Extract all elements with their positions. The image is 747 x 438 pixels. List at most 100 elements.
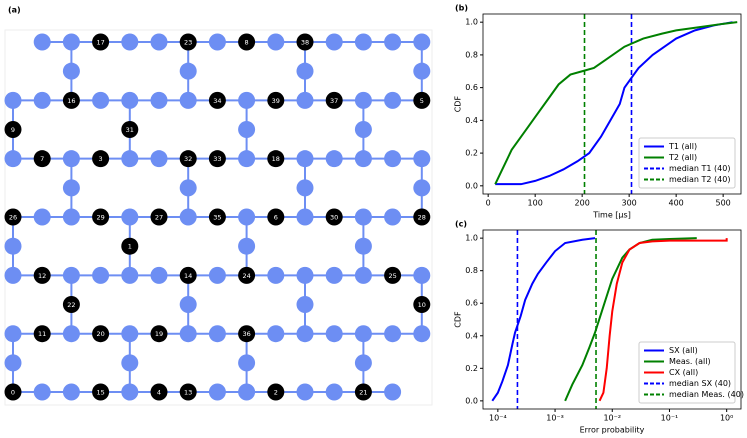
cdf-line	[494, 21, 738, 185]
labelled-qubit	[384, 266, 402, 284]
panel-label: (a)	[8, 6, 21, 15]
qubit	[354, 121, 372, 139]
qubit	[179, 296, 197, 314]
qubit	[296, 179, 314, 197]
qubit	[413, 179, 431, 197]
qubit	[179, 62, 197, 80]
x-tick-label: 300	[622, 199, 637, 208]
y-tick-label: 0.0	[465, 396, 478, 405]
qubit	[62, 266, 80, 284]
cdf-line	[564, 237, 697, 402]
qubit	[121, 33, 139, 51]
qubit	[413, 325, 431, 343]
y-tick-label: 1.0	[465, 234, 478, 243]
qubit-label: 6	[274, 214, 278, 222]
qubit	[325, 266, 343, 284]
labelled-qubit	[4, 383, 22, 401]
qubit	[150, 150, 168, 168]
qubit-label: 17	[96, 39, 104, 47]
qubit	[238, 208, 256, 226]
labelled-qubit	[179, 383, 197, 401]
qubit	[121, 91, 139, 109]
qubit	[179, 179, 197, 197]
labelled-qubit	[208, 208, 226, 226]
qubit	[325, 150, 343, 168]
qubit	[354, 237, 372, 255]
x-tick-label: 10⁰	[720, 414, 733, 423]
qubit	[62, 208, 80, 226]
labelled-qubit	[92, 383, 110, 401]
qubit	[296, 62, 314, 80]
legend-box	[638, 341, 736, 404]
qubit	[33, 91, 51, 109]
qubit	[296, 383, 314, 401]
labelled-qubit	[92, 325, 110, 343]
labelled-qubit	[92, 208, 110, 226]
qubit	[62, 179, 80, 197]
y-tick-label: 0.8	[465, 266, 478, 275]
labelled-qubit	[238, 266, 256, 284]
x-tick-label: 0	[486, 199, 491, 208]
qubit	[62, 33, 80, 51]
qubit	[354, 354, 372, 372]
qubit	[33, 33, 51, 51]
qubit-label: 11	[38, 330, 46, 338]
qubit	[384, 208, 402, 226]
qubit	[62, 325, 80, 343]
labelled-qubit	[354, 383, 372, 401]
axes-frame	[482, 229, 742, 410]
qubit-label: 3	[99, 155, 103, 163]
y-tick-label: 0.6	[465, 299, 478, 308]
labelled-qubit	[179, 266, 197, 284]
qubit-label: 38	[301, 39, 309, 47]
labelled-qubit	[4, 208, 22, 226]
labelled-qubit	[33, 150, 51, 168]
legend-label: SX (all)	[669, 346, 698, 355]
labelled-qubit	[413, 91, 431, 109]
y-axis-label: CDF	[454, 95, 463, 112]
qubit-label: 36	[242, 330, 250, 338]
labelled-qubit	[62, 296, 80, 314]
labelled-qubit	[267, 91, 285, 109]
legend-label: median T2 (40)	[669, 175, 730, 184]
x-tick-label: 10⁻³	[546, 414, 564, 423]
labelled-qubit	[413, 208, 431, 226]
x-tick-label: 200	[575, 199, 590, 208]
qubit-label: 9	[11, 126, 15, 134]
qubit	[121, 208, 139, 226]
qubit-label: 26	[9, 214, 17, 222]
qubit	[238, 91, 256, 109]
cdf-line	[495, 21, 733, 186]
qubit	[325, 33, 343, 51]
y-tick-label: 0.2	[465, 364, 478, 373]
legend-box	[638, 137, 736, 189]
labelled-qubit	[325, 208, 343, 226]
qubit	[413, 266, 431, 284]
labelled-qubit	[208, 91, 226, 109]
qubit	[384, 325, 402, 343]
qubit	[296, 325, 314, 343]
qubit-label: 34	[213, 97, 221, 105]
qubit-label: 0	[11, 389, 15, 397]
qubit	[4, 354, 22, 372]
legend-label: median Meas. (40)	[669, 390, 744, 399]
qubit-label: 21	[359, 389, 367, 397]
qubit-label: 23	[184, 39, 192, 47]
qubit-label: 5	[420, 97, 424, 105]
qubit	[150, 266, 168, 284]
qubit-label: 15	[96, 389, 104, 397]
labelled-qubit	[208, 150, 226, 168]
qubit-label: 25	[388, 272, 396, 280]
cdf-line	[598, 238, 728, 402]
y-tick-label: 0.8	[465, 50, 478, 59]
qubit-label: 16	[67, 97, 75, 105]
qubit	[4, 266, 22, 284]
qubit	[354, 91, 372, 109]
legend-label: median T1 (40)	[669, 164, 730, 173]
qubit	[354, 266, 372, 284]
cdf-line	[491, 237, 596, 402]
qubit-label: 37	[330, 97, 338, 105]
qubit	[354, 150, 372, 168]
